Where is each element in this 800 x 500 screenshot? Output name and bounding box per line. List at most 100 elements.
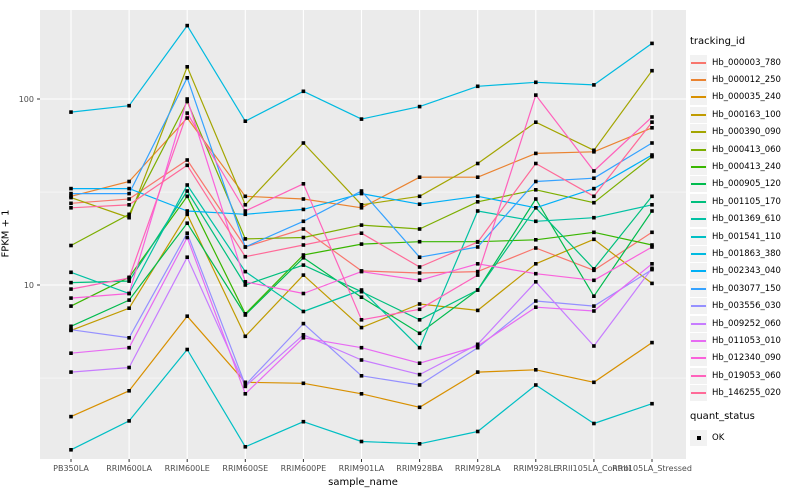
data-point-Hb_000163_100	[534, 262, 538, 266]
data-point-Hb_000413_060	[243, 237, 248, 241]
data-point-Hb_000413_240	[185, 194, 189, 199]
data-point-Hb_001863_380	[592, 83, 596, 87]
data-point-Hb_001369_610	[243, 269, 248, 274]
data-point-Hb_002343_040	[243, 212, 248, 217]
legend-item-label: Hb_003556_030	[712, 301, 781, 312]
series-color-line-icon	[691, 218, 706, 221]
legend-item-Hb_019053_060: Hb_019053_060	[690, 367, 800, 384]
data-point-Hb_000012_250	[650, 126, 654, 130]
data-point-Hb_002343_040	[127, 186, 131, 191]
legend-item-label: Hb_001541_110	[712, 231, 781, 242]
legend-item-Hb_003077_150: Hb_003077_150	[690, 280, 800, 297]
data-point-Hb_000905_120	[417, 331, 422, 336]
data-point-Hb_011053_010	[417, 361, 422, 365]
series-color-line-icon	[691, 61, 706, 64]
data-point-Hb_000163_100	[417, 302, 422, 306]
data-point-Hb_000035_240	[650, 340, 654, 345]
legend-item-Hb_002343_040: Hb_002343_040	[690, 263, 800, 280]
legend-key-swatch	[690, 141, 707, 158]
data-point-Hb_003077_150	[475, 245, 480, 249]
data-point-Hb_146255_020	[69, 206, 73, 210]
data-point-Hb_000905_120	[301, 256, 306, 260]
legend-key-swatch	[690, 263, 707, 280]
data-point-Hb_003077_150	[417, 255, 422, 259]
data-point-Hb_011053_010	[592, 309, 596, 313]
data-point-Hb_000035_240	[359, 392, 364, 396]
x-tick-label: RRIM600SE	[222, 464, 268, 473]
legend-key-swatch	[690, 124, 707, 141]
legend-item-label: Hb_001105_170	[712, 196, 781, 207]
x-tick-label: RRIM928LE	[513, 464, 558, 473]
data-point-Hb_000905_120	[185, 221, 189, 225]
legend-items: Hb_000003_780 Hb_000012_250 Hb_000035_240 H…	[690, 54, 800, 402]
legend-key-swatch	[690, 211, 707, 228]
legend-key-swatch	[690, 193, 707, 210]
series-color-line-icon	[691, 166, 706, 169]
data-point-Hb_146255_020	[475, 240, 480, 244]
data-point-Hb_019053_060	[417, 307, 422, 312]
data-point-Hb_000163_100	[650, 281, 654, 286]
data-point-Hb_000390_090	[475, 161, 480, 166]
data-point-Hb_001105_170	[127, 279, 131, 283]
data-point-Hb_000413_240	[534, 238, 538, 242]
data-point-Hb_003556_030	[534, 299, 538, 303]
data-point-Hb_001863_380	[243, 119, 248, 123]
legend-item-Hb_000413_060: Hb_000413_060	[690, 141, 800, 158]
data-point-Hb_000003_780	[301, 227, 306, 231]
data-point-Hb_000905_120	[592, 294, 596, 298]
x-tick-label: RRIM928LA	[455, 464, 501, 473]
data-point-Hb_001863_380	[69, 110, 73, 114]
legend-title-tracking-id: tracking_id	[690, 36, 746, 47]
legend-item-quant-OK: OK	[690, 429, 800, 446]
data-point-Hb_001369_610	[69, 270, 73, 275]
legend-item-label: Hb_001369_610	[712, 214, 781, 225]
legend-item-label: Hb_000003_780	[712, 57, 781, 68]
data-point-Hb_003556_030	[592, 304, 596, 308]
data-point-Hb_146255_020	[650, 120, 654, 124]
y-axis-title: FPKM + 1	[0, 209, 12, 258]
legend-item-label: Hb_000163_100	[712, 109, 781, 120]
data-point-Hb_001541_110	[243, 445, 248, 449]
data-point-Hb_000905_120	[650, 209, 654, 213]
data-point-Hb_146255_020	[301, 243, 306, 247]
series-color-line-icon	[691, 148, 706, 151]
data-point-Hb_146255_020	[534, 161, 538, 166]
data-point-Hb_000413_060	[127, 212, 131, 217]
data-point-Hb_009252_060	[127, 365, 131, 370]
legend-key-swatch	[690, 332, 707, 349]
x-tick-label: RRIM600PE	[281, 464, 327, 473]
legend: tracking_id Hb_000003_780 Hb_000012_250 Hb…	[690, 36, 800, 446]
data-point-Hb_012340_090	[534, 271, 538, 276]
legend-key-swatch	[690, 106, 707, 123]
black-square-point-icon	[696, 435, 701, 440]
data-point-Hb_000012_250	[301, 197, 306, 201]
data-point-Hb_000413_240	[359, 242, 364, 246]
data-point-Hb_001105_170	[650, 194, 654, 199]
data-point-Hb_000035_240	[69, 414, 73, 419]
legend-item-label: Hb_001863_380	[712, 248, 781, 259]
data-point-Hb_001541_110	[475, 429, 480, 434]
data-point-Hb_000163_100	[359, 325, 364, 330]
data-point-Hb_001541_110	[69, 448, 73, 452]
legend-item-label: Hb_000413_240	[712, 162, 781, 173]
data-point-Hb_001105_170	[243, 283, 248, 287]
data-point-Hb_000390_090	[127, 215, 131, 220]
data-point-Hb_000413_060	[301, 235, 306, 240]
data-point-Hb_000003_780	[475, 269, 480, 274]
data-point-Hb_000035_240	[475, 370, 480, 374]
data-point-Hb_019053_060	[650, 115, 654, 119]
legend-key-swatch	[690, 385, 707, 402]
data-point-Hb_000003_780	[127, 197, 131, 201]
legend-key-swatch	[690, 176, 707, 193]
data-point-Hb_012340_090	[650, 245, 654, 249]
legend-item-Hb_009252_060: Hb_009252_060	[690, 315, 800, 332]
legend-item-Hb_001105_170: Hb_001105_170	[690, 193, 800, 210]
legend-item-Hb_012340_090: Hb_012340_090	[690, 350, 800, 367]
legend-title-quant-status: quant_status	[690, 410, 755, 422]
legend-item-label: Hb_000035_240	[712, 92, 781, 103]
data-point-Hb_009252_060	[592, 344, 596, 348]
data-point-Hb_001105_170	[417, 318, 422, 322]
data-point-Hb_019053_060	[475, 273, 480, 277]
